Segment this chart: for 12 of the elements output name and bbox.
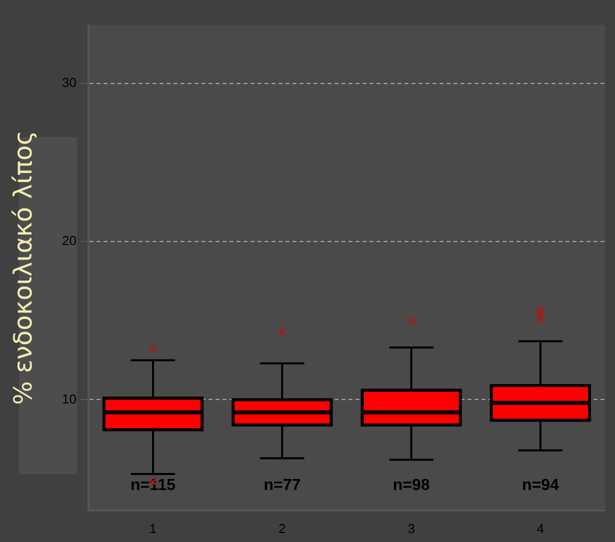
x-tick-label: 1 <box>149 520 157 536</box>
y-axis-title: % ενδοκοιλιακό λίπος <box>8 130 38 405</box>
annotation: n=77 <box>264 476 301 494</box>
y-tick-label: 20 <box>62 233 76 248</box>
x-tick-label: 4 <box>536 520 544 536</box>
y-tick-label: 30 <box>62 75 76 90</box>
x-tick-label: 2 <box>278 520 286 536</box>
y-tick-label: 10 <box>62 391 76 406</box>
annotation: n=94 <box>522 476 559 494</box>
x-tick-label: 3 <box>408 520 415 536</box>
annotation: n=115 <box>130 476 176 494</box>
annotation: n=98 <box>392 476 430 494</box>
